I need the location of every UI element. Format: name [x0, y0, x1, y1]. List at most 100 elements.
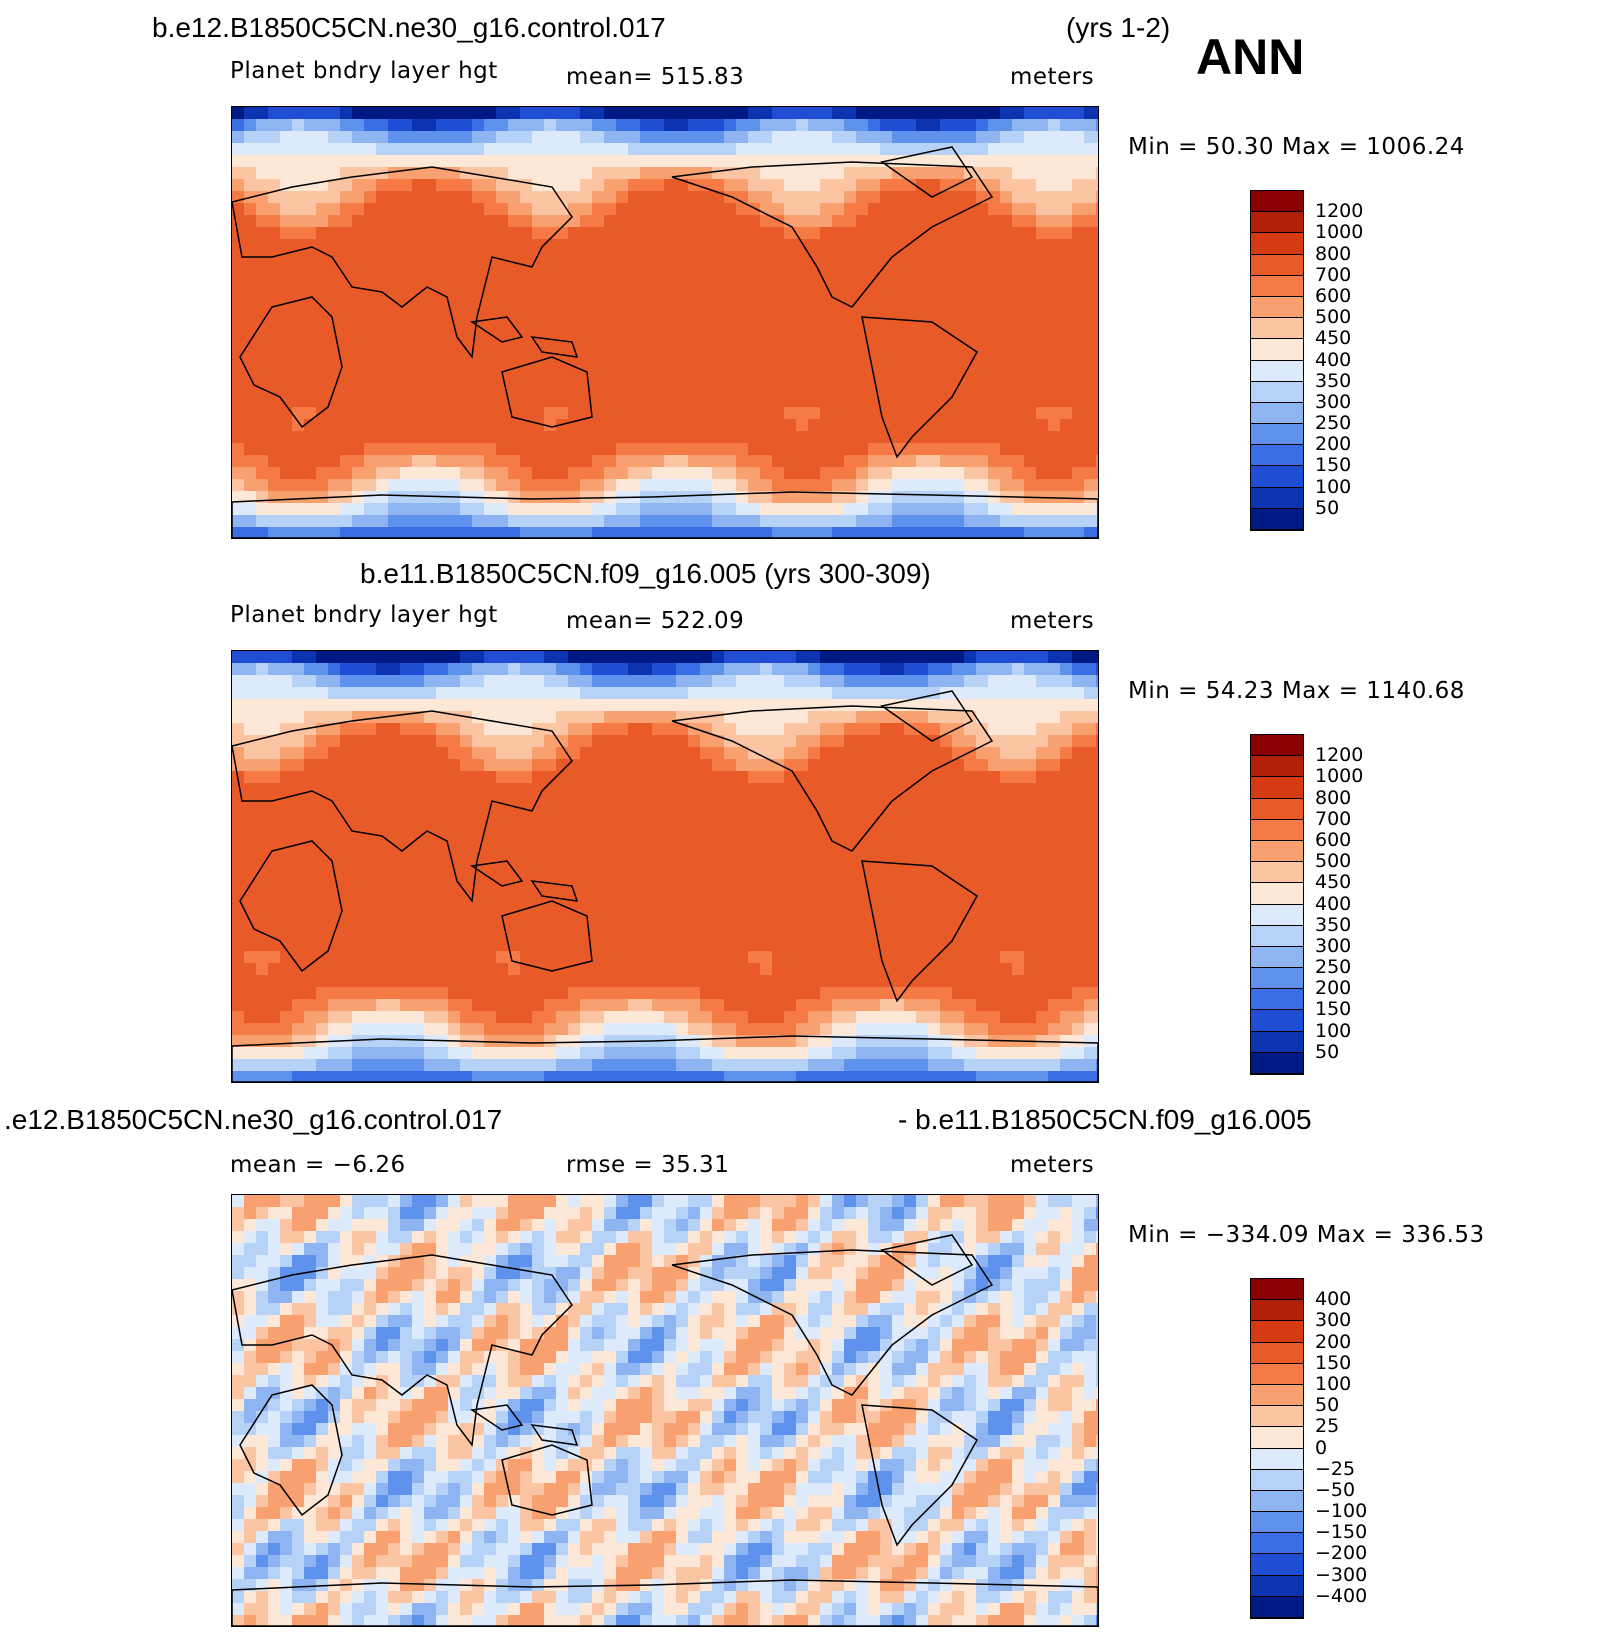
colorbar-label: 150: [1315, 454, 1352, 477]
panel2-colorbar: 1200 1000 800 700 600 500 450 400 350 300 250 200 15…: [1250, 734, 1363, 1075]
colorbar-label: 200: [1315, 1330, 1352, 1353]
colorbar-label: 600: [1315, 284, 1352, 307]
colorbar-swatch: [1251, 508, 1303, 530]
coastline: [501, 1444, 593, 1516]
colorbar-swatch: [1251, 1300, 1303, 1322]
colorbar-label: 1200: [1315, 200, 1364, 223]
panel1-mean: mean= 515.83: [566, 64, 745, 90]
panel2-variable: Planet bndry layer hgt: [230, 602, 498, 628]
colorbar-swatch: [1251, 735, 1303, 757]
colorbar-swatch: [1251, 1363, 1303, 1385]
colorbar-swatch: [1251, 191, 1303, 213]
colorbar-label: −400: [1315, 1584, 1368, 1607]
colorbar-label: 100: [1315, 475, 1352, 498]
colorbar-label: 1000: [1315, 221, 1364, 244]
colorbar-swatch: [1251, 904, 1303, 926]
colorbar-swatch: [1251, 424, 1303, 446]
colorbar-label: 400: [1315, 892, 1352, 915]
colorbar-label: 0: [1315, 1436, 1328, 1459]
colorbar-swatch: [1251, 402, 1303, 425]
colorbar-swatch: [1251, 1512, 1303, 1534]
coastline: [671, 161, 994, 308]
map-field: [232, 107, 1098, 538]
panel3-title: .e12.B1850C5CN.ne30_g16.control.017: [4, 1104, 503, 1135]
panel2-map: [231, 650, 1099, 1083]
coastline: [671, 1249, 994, 1396]
coastline: [469, 1404, 579, 1446]
panel1-map: [231, 106, 1099, 539]
colorbar-label: 250: [1315, 412, 1352, 435]
coastline: [232, 1035, 1098, 1082]
colorbar-label: 450: [1315, 871, 1352, 894]
colorbar-swatch: [1251, 946, 1303, 969]
colorbar-swatch: [1251, 1321, 1303, 1343]
colorbar-label: 200: [1315, 433, 1352, 456]
panel3-minmax: Min = −334.09 Max = 336.53: [1128, 1222, 1485, 1248]
colorbar-swatch: [1251, 1342, 1303, 1364]
colorbar-swatch: [1251, 777, 1303, 799]
colorbar-label: 50: [1315, 1394, 1340, 1417]
colorbar-label: 800: [1315, 786, 1352, 809]
colorbar-label: 200: [1315, 977, 1352, 1000]
colorbar-swatch: [1251, 1448, 1303, 1470]
colorbar-label: 50: [1315, 496, 1340, 519]
colorbar-swatch: [1251, 1406, 1303, 1428]
colorbar-label: 50: [1315, 1040, 1340, 1063]
colorbar-label: 350: [1315, 369, 1352, 392]
colorbar-swatch: [1251, 883, 1303, 905]
panel2-mean: mean= 522.09: [566, 608, 745, 634]
colorbar-swatch: [1251, 318, 1303, 340]
colorbar-label: 100: [1315, 1372, 1352, 1395]
colorbar-swatch: [1251, 1031, 1303, 1053]
colorbar-label: 25: [1315, 1415, 1340, 1438]
colorbar-label: 800: [1315, 242, 1352, 265]
coastline: [501, 900, 593, 972]
coastline: [861, 1404, 978, 1547]
coastline: [880, 146, 974, 198]
colorbar-label: 400: [1315, 1288, 1352, 1311]
panel3-title-right: - b.e11.B1850C5CN.f09_g16.005: [898, 1104, 1312, 1135]
colorbar-swatch: [1251, 1596, 1303, 1618]
colorbar-swatch: [1251, 1427, 1303, 1449]
colorbar-label: 1200: [1315, 744, 1364, 767]
colorbar-label: 300: [1315, 390, 1352, 413]
colorbar-label: 350: [1315, 913, 1352, 936]
coastline: [501, 356, 593, 428]
colorbar-swatch: [1251, 296, 1303, 319]
colorbar-label: −150: [1315, 1521, 1368, 1544]
coastline: [239, 1384, 343, 1517]
panel3-colorbar: 400 300 200 150 100 50 25 0 −25 −50 −100 −150 −200 −3…: [1250, 1278, 1367, 1619]
panel1-years: (yrs 1-2): [1066, 12, 1171, 43]
coastline: [469, 316, 579, 358]
colorbar-swatch: [1251, 212, 1303, 234]
panel2-units: meters: [1010, 608, 1095, 634]
colorbar-label: −25: [1315, 1457, 1356, 1480]
colorbar-swatch: [1251, 1010, 1303, 1032]
panel1-colorbar: 1200 1000 800 700 600 500 450 400 350 300 250 200 15…: [1250, 190, 1363, 531]
colorbar-label: 400: [1315, 348, 1352, 371]
map-field: [232, 1195, 1098, 1626]
colorbar-swatch: [1251, 339, 1303, 361]
coastline: [239, 840, 343, 973]
map-field: [232, 651, 1098, 1082]
colorbar-swatch: [1251, 968, 1303, 990]
colorbar-swatch: [1251, 360, 1303, 382]
colorbar-swatch: [1251, 445, 1303, 467]
panel2-title: b.e11.B1850C5CN.f09_g16.005 (yrs 300-309…: [360, 558, 931, 589]
coastline: [671, 705, 994, 852]
colorbar-label: 300: [1315, 1309, 1352, 1332]
colorbar-label: −100: [1315, 1500, 1368, 1523]
panel1-units: meters: [1010, 64, 1095, 90]
coastline: [232, 710, 573, 903]
colorbar-swatch: [1251, 862, 1303, 884]
colorbar-swatch: [1251, 925, 1303, 947]
season-label: ANN: [1196, 29, 1305, 85]
colorbar-label: 700: [1315, 263, 1352, 286]
colorbar-label: 100: [1315, 1019, 1352, 1042]
colorbar-swatch: [1251, 798, 1303, 820]
coastline: [232, 166, 573, 359]
panel1-variable: Planet bndry layer hgt: [230, 58, 498, 84]
panel3-units: meters: [1010, 1152, 1095, 1178]
colorbar-swatch: [1251, 466, 1303, 488]
colorbar-swatch: [1251, 989, 1303, 1011]
